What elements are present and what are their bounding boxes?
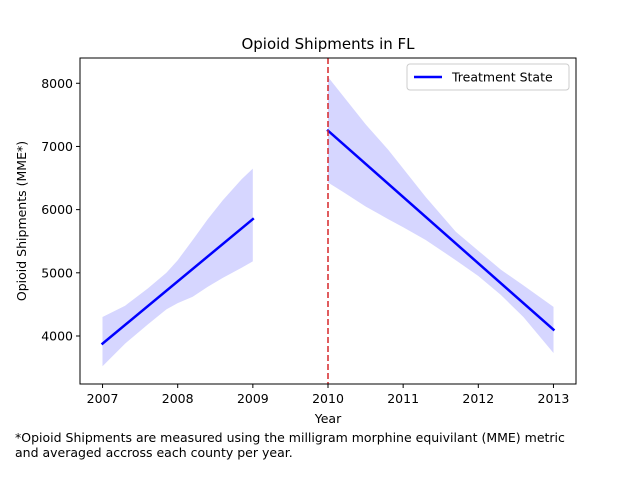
x-tick-label: 2010 [312,391,344,406]
trend-line-segment-2 [326,128,556,332]
y-tick-label: 8000 [41,76,73,91]
x-axis-ticks: 2007 2008 2009 2010 2011 2012 2013 [87,384,570,406]
legend-label-treatment-state: Treatment State [451,70,553,85]
footnote: *Opioid Shipments are measured using the… [15,430,635,460]
opioid-shipments-chart: 2007 2008 2009 2010 2011 2012 2013 4000 5000 600… [14,35,577,426]
x-tick-label: 2009 [237,391,269,406]
x-tick-label: 2011 [387,391,419,406]
chart-title: Opioid Shipments in FL [241,35,415,53]
series-lines [100,128,556,346]
x-tick-label: 2012 [462,391,494,406]
x-tick-label: 2013 [538,391,570,406]
trend-line-segment-1 [100,217,255,346]
y-tick-label: 6000 [41,202,73,217]
y-axis-label: Opioid Shipments (MME*) [14,141,29,301]
legend: Treatment State [406,63,570,91]
confidence-band-segment-2 [328,77,554,353]
y-axis-ticks: 4000 5000 6000 7000 8000 [41,76,80,343]
confidence-band-segment-1 [102,168,253,367]
x-tick-label: 2008 [162,391,194,406]
confidence-bands [102,77,554,367]
y-tick-label: 7000 [41,139,73,154]
x-tick-label: 2007 [87,391,119,406]
footnote-line-1: *Opioid Shipments are measured using the… [15,430,565,445]
x-axis-label: Year [314,411,342,426]
footnote-line-2: and averaged accross each county per yea… [15,445,293,460]
y-tick-label: 4000 [41,328,73,343]
legend-box [406,63,570,91]
y-tick-label: 5000 [41,265,73,280]
